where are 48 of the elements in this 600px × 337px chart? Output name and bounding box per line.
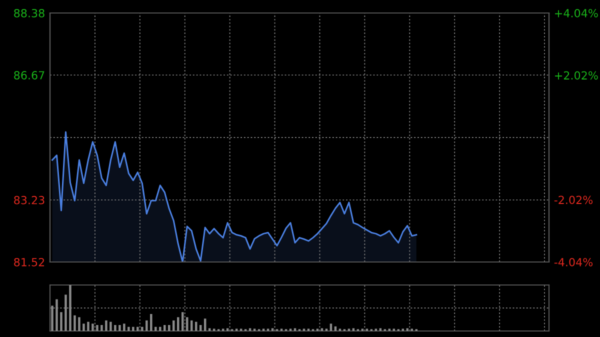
bar: [64, 294, 67, 331]
bar: [352, 328, 355, 331]
bar: [226, 328, 229, 331]
bar: [159, 326, 162, 331]
bar: [271, 328, 274, 331]
bar: [69, 285, 72, 331]
bar: [105, 320, 108, 331]
bar: [118, 325, 121, 331]
bar: [78, 317, 80, 331]
bar: [406, 328, 409, 331]
bar: [136, 326, 139, 331]
y2-tick-label: +2.02%: [555, 71, 598, 80]
y-tick-label: 83.23: [14, 196, 44, 204]
y2-tick-label: -2.02%: [554, 196, 593, 204]
bar: [150, 314, 152, 331]
y2-tick-label: +4.04%: [555, 8, 598, 18]
bar: [154, 326, 157, 331]
bar: [82, 324, 85, 331]
bar: [92, 324, 94, 331]
bar: [168, 325, 170, 331]
bar: [186, 317, 188, 331]
bar: [51, 306, 54, 331]
bar: [141, 326, 144, 331]
bar: [128, 326, 130, 331]
bar: [294, 328, 296, 331]
bar: [123, 324, 126, 331]
bar: [56, 299, 58, 331]
bar: [177, 317, 180, 331]
bar: [248, 328, 252, 331]
bar: [208, 328, 211, 331]
bar: [330, 324, 332, 331]
y-tick-label: 86.67: [14, 71, 44, 80]
bar: [172, 320, 175, 331]
bar: [146, 320, 148, 331]
bar: [110, 322, 112, 331]
bar: [320, 328, 324, 331]
bar: [96, 325, 98, 331]
y2-tick-label: -4.04%: [554, 258, 593, 266]
bar: [114, 325, 116, 331]
bar: [164, 325, 166, 331]
bar: [87, 322, 90, 331]
y-tick-label: 88.38: [14, 8, 44, 18]
bar: [60, 312, 62, 331]
bar: [100, 325, 103, 331]
bar: [132, 326, 134, 331]
y-tick-label: 81.52: [14, 258, 44, 266]
bar: [379, 328, 382, 331]
bar: [74, 315, 76, 331]
